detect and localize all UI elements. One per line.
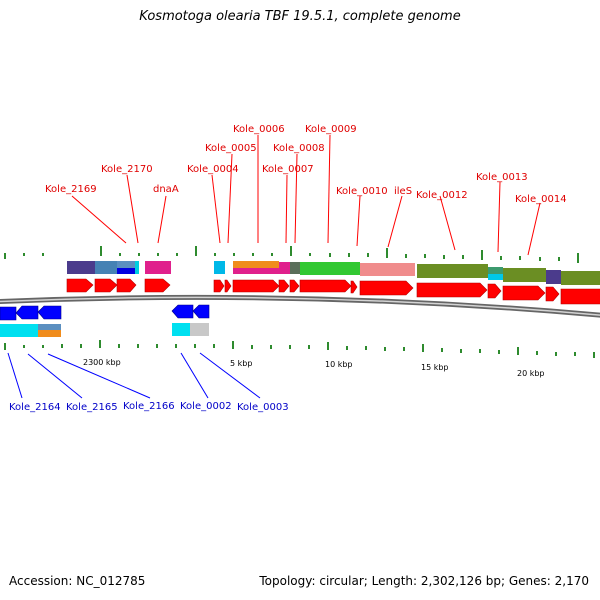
- forward-gene-arrow: [66, 278, 94, 293]
- reverse-gene-labels: Kole_2164 Kole_2165 Kole_2166 Kole_0002 …: [9, 401, 289, 413]
- scale-label: 2300 kbp: [83, 358, 121, 367]
- forward-gene-arrow: [213, 279, 225, 293]
- feature-block: [214, 261, 225, 274]
- feature-block: [279, 262, 290, 274]
- gene-label: ileS: [394, 186, 412, 197]
- genome-summary: Topology: circular; Length: 2,302,126 bp…: [259, 574, 589, 588]
- forward-gene-arrow: [94, 278, 118, 293]
- reverse-gene-arrow: [15, 305, 39, 320]
- gene-label: Kole_2169: [45, 184, 97, 195]
- gene-label: Kole_0007: [262, 164, 314, 175]
- feature-block: [233, 261, 279, 268]
- forward-gene-arrow: [299, 279, 352, 293]
- forward-gene-arrow: [545, 286, 560, 302]
- feature-block: [546, 270, 561, 284]
- reverse-gene-arrow: [192, 304, 210, 319]
- feature-block: [503, 268, 546, 282]
- gene-label: Kole_0012: [416, 190, 468, 201]
- scale-label: 5 kbp: [230, 359, 252, 368]
- forward-gene-arrow: [502, 285, 546, 301]
- forward-gene-arrow: [487, 283, 502, 299]
- gene-label: Kole_0013: [476, 172, 528, 183]
- gene-label: Kole_0003: [237, 402, 289, 413]
- feature-block: [417, 264, 488, 278]
- feature-block: [38, 324, 61, 330]
- feature-block: [172, 323, 190, 336]
- gene-label: Kole_0005: [205, 143, 257, 154]
- forward-label-leaders: [71, 134, 541, 256]
- feature-block: [190, 323, 209, 336]
- feature-block: [233, 268, 279, 274]
- feature-block: [135, 261, 139, 274]
- forward-gene-arrow: [232, 279, 280, 293]
- map-title: Kosmotoga olearia TBF 19.5.1, complete g…: [139, 9, 461, 24]
- gene-label: Kole_2165: [66, 402, 118, 413]
- forward-genes: [66, 278, 600, 305]
- feature-block: [95, 261, 117, 274]
- forward-gene-arrow: [359, 280, 414, 296]
- gene-label: Kole_0002: [180, 401, 232, 412]
- outer-ticks: [4, 246, 579, 263]
- feature-block: [290, 262, 300, 274]
- forward-gene-arrow: [416, 282, 488, 298]
- forward-gene-arrow: [144, 278, 171, 293]
- feature-block: [117, 268, 135, 274]
- feature-block: [360, 263, 415, 276]
- feature-block: [300, 262, 360, 275]
- gene-label: Kole_0009: [305, 124, 357, 135]
- feature-block: [488, 274, 503, 280]
- forward-gene-arrow: [278, 279, 290, 293]
- genome-backbone-highlight: [0, 296, 600, 316]
- reverse-gene-arrow: [171, 304, 194, 319]
- gene-label: Kole_0014: [515, 194, 567, 205]
- accession-number: Accession: NC_012785: [9, 574, 146, 588]
- reverse-gene-arrow: [0, 306, 17, 321]
- forward-gene-arrow: [289, 279, 300, 293]
- feature-block: [117, 261, 135, 268]
- scale-label: 20 kbp: [517, 369, 545, 378]
- gene-label: Kole_2166: [123, 401, 175, 412]
- forward-gene-arrow: [350, 280, 358, 294]
- scale-label: 15 kbp: [421, 363, 449, 372]
- gene-label: Kole_0010: [336, 186, 388, 197]
- forward-feature-track: [67, 261, 600, 285]
- inner-ticks: [4, 340, 595, 358]
- reverse-label-leaders: [7, 352, 261, 399]
- forward-gene-labels: Kole_2169 Kole_2170 dnaA Kole_0004 Kole_…: [45, 124, 567, 205]
- feature-block: [561, 271, 600, 285]
- forward-gene-arrow: [560, 288, 600, 305]
- feature-block: [0, 324, 38, 337]
- reverse-feature-track: [0, 323, 209, 337]
- feature-block: [38, 330, 61, 337]
- feature-block: [67, 261, 95, 274]
- gene-label: Kole_0008: [273, 143, 325, 154]
- gene-label: Kole_2164: [9, 402, 61, 413]
- gene-label: dnaA: [153, 184, 179, 195]
- forward-gene-arrow: [116, 278, 137, 293]
- gene-label: Kole_2170: [101, 164, 153, 175]
- scale-label: 10 kbp: [325, 360, 353, 369]
- forward-gene-arrow: [224, 279, 232, 293]
- reverse-genes: [0, 304, 210, 321]
- gene-label: Kole_0006: [233, 124, 285, 135]
- reverse-gene-arrow: [37, 305, 62, 320]
- gene-label: Kole_0004: [187, 164, 239, 175]
- feature-block: [145, 261, 171, 274]
- feature-block: [488, 267, 503, 274]
